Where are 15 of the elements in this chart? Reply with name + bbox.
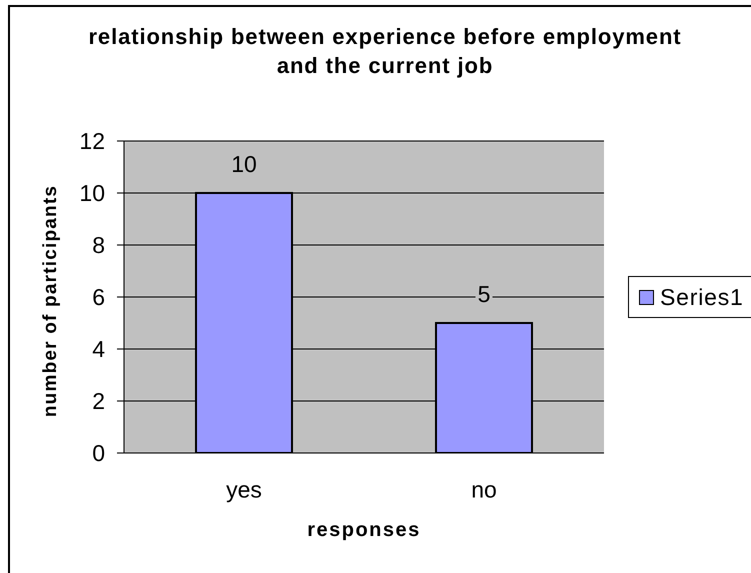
- x-tick-label: no: [471, 476, 497, 502]
- y-tick-label: 4: [92, 336, 106, 362]
- y-axis-title: number of participants: [40, 184, 62, 418]
- data-label: 10: [231, 151, 257, 177]
- y-tick-label: 6: [92, 284, 105, 310]
- x-tick-label: yes: [226, 476, 262, 502]
- data-label: 5: [478, 281, 490, 307]
- legend-label: Series1: [660, 283, 744, 311]
- chart-title: relationship between experience before employment and the current job: [87, 23, 683, 80]
- y-tick-label: 0: [92, 440, 105, 466]
- y-tick-label: 10: [79, 180, 105, 206]
- y-tick-label: 8: [92, 232, 105, 258]
- y-tick-label: 12: [79, 128, 105, 154]
- y-tick-label: 2: [92, 388, 105, 414]
- x-axis-title: responses: [306, 519, 422, 542]
